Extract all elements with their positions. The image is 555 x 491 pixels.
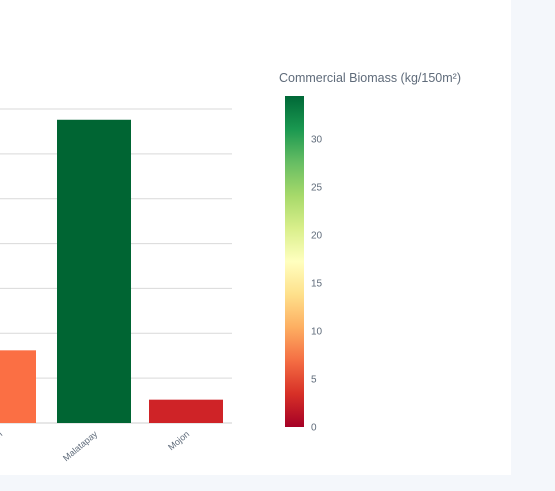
colorbar-tick-label: 15 bbox=[311, 279, 323, 290]
colorbar-tick-layer: 0 5 10 15 20 25 30 bbox=[311, 135, 323, 434]
bar-n[interactable] bbox=[0, 350, 36, 423]
colorbar-title: Commercial Biomass (kg/150m²) bbox=[279, 71, 461, 85]
x-tick-label: Malatapay bbox=[61, 429, 100, 464]
bar-malatapay[interactable] bbox=[57, 119, 131, 423]
colorbar-tick-label: 0 bbox=[311, 423, 317, 434]
chart-card: n Malatapay Mojon Commercial Biomass (kg/1… bbox=[0, 0, 511, 475]
colorbar-tick-label: 20 bbox=[311, 231, 323, 242]
x-tick-label: Mojon bbox=[166, 429, 191, 452]
colorbar-tick-label: 5 bbox=[311, 375, 317, 386]
bar-mojon[interactable] bbox=[149, 399, 223, 423]
bar-layer bbox=[0, 119, 223, 423]
colorbar bbox=[285, 96, 304, 427]
colorbar-tick-label: 30 bbox=[311, 135, 323, 146]
x-tick-layer: n Malatapay Mojon bbox=[0, 429, 191, 464]
colorbar-tick-label: 25 bbox=[311, 183, 323, 194]
x-tick-label: n bbox=[0, 429, 4, 440]
colorbar-tick-label: 10 bbox=[311, 327, 323, 338]
